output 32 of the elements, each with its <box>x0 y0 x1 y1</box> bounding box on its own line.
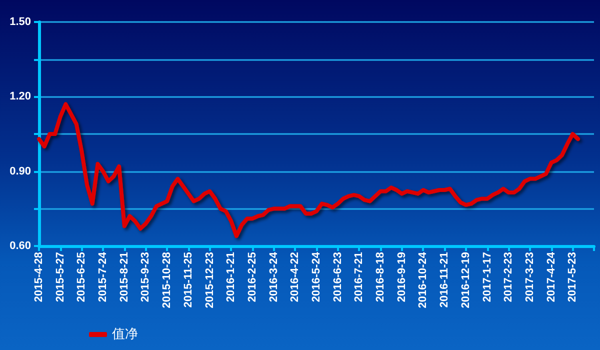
x-tick-label: 2016-7-21 <box>353 252 366 302</box>
x-tick-label: 2016-9-19 <box>396 252 408 302</box>
x-tick-label: 2016-8-18 <box>374 252 387 302</box>
x-tick-label: 2016-6-23 <box>332 252 344 302</box>
x-tick-label: 2015-8-21 <box>118 252 130 302</box>
legend-label: 值净 <box>112 327 138 342</box>
x-tick-label: 2016-11-21 <box>438 252 451 308</box>
y-tick-label: 1.20 <box>10 90 31 103</box>
x-tick-label: 2017-5-23 <box>566 252 579 302</box>
y-tick-label: 0.60 <box>10 240 31 252</box>
x-tick-label: 2016-5-24 <box>310 251 322 302</box>
line-series <box>37 102 580 238</box>
x-tick-label: 2017-4-24 <box>545 251 558 302</box>
x-tick-label: 2015-5-27 <box>54 252 66 302</box>
x-tick-label: 2016-3-24 <box>268 251 280 302</box>
x-tick-label: 2016-10-24 <box>417 251 430 308</box>
x-tick-label: 2017-2-23 <box>502 252 515 302</box>
x-tick-label: 2016-1-21 <box>225 252 238 302</box>
x-tick-label: 2015-11-25 <box>182 252 194 308</box>
x-tick-label: 2016-4-22 <box>289 252 302 302</box>
x-tick-label: 2016-12-19 <box>460 252 472 308</box>
y-tick-label: 0.90 <box>10 165 31 178</box>
x-tick-label: 2015-9-23 <box>140 252 152 302</box>
x-tick-label: 2015-12-23 <box>204 252 216 308</box>
x-tick-label: 2015-10-28 <box>161 252 174 308</box>
x-tick-label: 2016-2-25 <box>246 252 258 302</box>
x-tick-label: 2017-1-17 <box>481 252 494 302</box>
x-tick-label: 2017-3-23 <box>524 252 536 302</box>
x-tick-label: 2015-7-24 <box>97 251 110 302</box>
x-tick-label: 2015-6-25 <box>76 252 88 302</box>
x-tick-label: 2015-4-28 <box>33 252 45 302</box>
y-tick-label: 1.50 <box>10 16 31 28</box>
